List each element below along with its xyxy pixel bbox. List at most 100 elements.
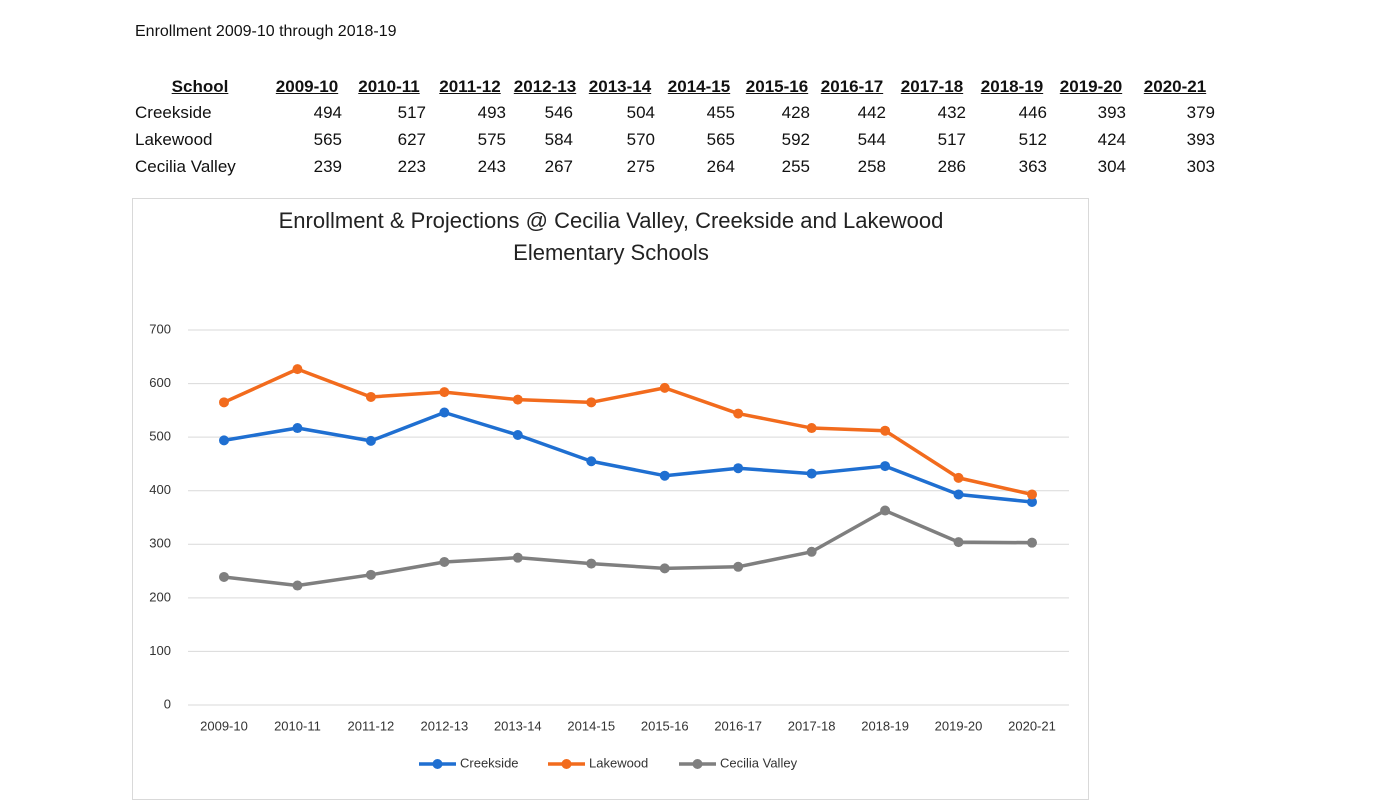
- school-name: Cecilia Valley: [135, 157, 236, 176]
- table-value: 239: [313, 157, 342, 176]
- data-point: [292, 364, 303, 375]
- y-tick-label: 0: [164, 696, 171, 711]
- table-value: 627: [397, 130, 426, 149]
- series-line: [223, 508, 1033, 588]
- table-value: 428: [781, 103, 810, 122]
- legend-label: Cecilia Valley: [720, 755, 798, 770]
- data-point: [439, 387, 450, 398]
- table-value: 286: [937, 157, 966, 176]
- data-point: [806, 423, 817, 434]
- chart: 0 100 200 300 400 500 600 700 2009-10 2010-11 2011…: [149, 321, 1069, 770]
- table-value: 493: [477, 103, 506, 122]
- y-tick-label: 400: [149, 482, 171, 497]
- x-tick-label: 2020-21: [1008, 718, 1056, 733]
- x-tick-label: 2018-19: [861, 718, 909, 733]
- data-point: [365, 569, 376, 580]
- x-tick-label: 2009-10: [200, 718, 248, 733]
- data-point: [880, 461, 891, 472]
- series-line: [223, 410, 1033, 504]
- school-name: Creekside: [135, 103, 212, 122]
- data-point: [219, 435, 229, 446]
- data-point: [219, 397, 229, 408]
- legend-marker: [432, 759, 443, 769]
- table-value: 424: [1097, 130, 1126, 149]
- table-value: 592: [781, 130, 810, 149]
- chart-box: Enrollment & Projections @ Cecilia Valle…: [132, 198, 1089, 800]
- column-header: 2013-14: [588, 77, 652, 96]
- data-point: [733, 408, 744, 419]
- column-header: 2018-19: [980, 77, 1044, 96]
- column-header: 2009-10: [275, 77, 339, 96]
- table-value: 304: [1097, 157, 1126, 176]
- data-point: [1027, 489, 1037, 500]
- data-point: [512, 552, 523, 563]
- y-tick-label: 100: [149, 643, 171, 658]
- table-value: 575: [477, 130, 506, 149]
- table-value: 565: [706, 130, 735, 149]
- data-point: [439, 407, 450, 418]
- column-header: School: [171, 77, 229, 96]
- data-point: [219, 571, 229, 582]
- series-line: [223, 367, 1033, 497]
- column-header: 2011-12: [439, 77, 501, 96]
- data-point: [880, 505, 891, 516]
- data-point: [365, 391, 376, 402]
- column-header: 2016-17: [820, 77, 884, 96]
- table-value: 363: [1018, 157, 1047, 176]
- data-point: [806, 468, 817, 479]
- column-header: 2014-15: [667, 77, 731, 96]
- y-tick-label: 200: [149, 589, 171, 604]
- data-point: [953, 489, 964, 500]
- legend-label: Creekside: [460, 755, 519, 770]
- data-point: [292, 580, 303, 591]
- x-tick-label: 2013-14: [494, 718, 542, 733]
- table-value: 379: [1186, 103, 1215, 122]
- table-value: 546: [544, 103, 573, 122]
- x-tick-label: 2016-17: [714, 718, 762, 733]
- data-point: [659, 470, 670, 481]
- data-point: [292, 423, 303, 434]
- y-tick-label: 600: [149, 375, 171, 390]
- data-point: [586, 397, 597, 408]
- data-point: [586, 456, 597, 467]
- table-value: 584: [544, 130, 573, 149]
- table-value: 565: [313, 130, 342, 149]
- data-point: [733, 561, 744, 572]
- y-tick-label: 300: [149, 536, 171, 551]
- table-value: 446: [1018, 103, 1047, 122]
- table-value: 504: [626, 103, 655, 122]
- data-point: [953, 472, 964, 483]
- table-value: 393: [1097, 103, 1126, 122]
- table-value: 275: [626, 157, 655, 176]
- table-value: 243: [477, 157, 506, 176]
- data-point: [733, 463, 744, 474]
- x-tick-label: 2017-18: [788, 718, 836, 733]
- data-point: [1027, 537, 1037, 548]
- table-value: 544: [857, 130, 886, 149]
- legend-marker: [692, 759, 703, 769]
- column-header: 2015-16: [745, 77, 809, 96]
- data-point: [659, 563, 670, 574]
- table-value: 393: [1186, 130, 1215, 149]
- table-value: 570: [626, 130, 655, 149]
- table-value: 303: [1186, 157, 1215, 176]
- column-header: 2020-21: [1143, 77, 1207, 96]
- table-value: 517: [937, 130, 966, 149]
- school-name: Lakewood: [135, 130, 213, 149]
- y-tick-label: 700: [149, 321, 171, 336]
- legend-label: Lakewood: [589, 755, 648, 770]
- x-tick-label: 2014-15: [567, 718, 615, 733]
- data-point: [806, 546, 817, 557]
- data-point: [659, 382, 670, 393]
- x-tick-label: 2012-13: [421, 718, 469, 733]
- table-value: 432: [937, 103, 966, 122]
- table-value: 264: [706, 157, 735, 176]
- data-point: [512, 394, 523, 405]
- data-point: [512, 430, 523, 440]
- x-tick-label: 2011-12: [348, 718, 395, 733]
- data-point: [586, 558, 597, 569]
- table-value: 258: [857, 157, 886, 176]
- data-point: [439, 556, 450, 567]
- data-point: [365, 435, 376, 446]
